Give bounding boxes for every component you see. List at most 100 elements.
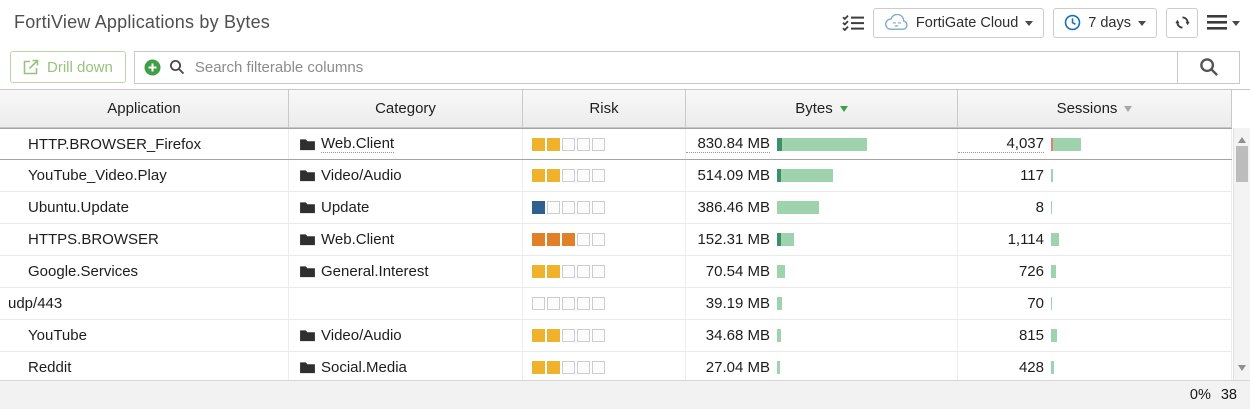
sessions-bar [1051,297,1052,310]
table-row[interactable]: Reddit Social.Media 27.04 MB 428 [0,352,1232,380]
category-label[interactable]: Social.Media [321,359,407,376]
risk-square [592,329,605,342]
sort-descending-icon [1124,105,1133,116]
risk-square [577,169,590,182]
bytes-cell: 34.68 MB [686,320,958,351]
bytes-bar-segment [782,137,867,151]
time-range-label: 7 days [1088,14,1131,31]
status-bar: 0% 38 [0,380,1250,409]
sessions-value: 70 [1027,295,1044,312]
category-label[interactable]: General.Interest [321,263,429,280]
bytes-bar-sent-segment [777,169,781,182]
risk-cell [523,160,686,191]
bytes-value: 70.54 MB [705,263,770,280]
risk-square [547,137,560,151]
scrollbar-thumb[interactable] [1236,146,1248,182]
bytes-bar [777,361,780,374]
refresh-button[interactable] [1166,7,1198,38]
search-input[interactable] [192,57,1168,77]
risk-square [562,297,575,310]
bytes-cell: 27.04 MB [686,352,958,380]
search-group [133,50,1240,84]
category-label[interactable]: Web.Client [321,231,395,248]
sessions-value: 117 [1020,167,1044,184]
sessions-bar [1051,201,1052,214]
search-box [133,50,1178,84]
bytes-value: 152.31 MB [697,231,770,248]
risk-square [592,265,605,278]
sessions-bar [1051,233,1059,246]
bytes-value: 27.04 MB [705,359,770,376]
bytes-bar-sent-segment [777,233,781,246]
category-label[interactable]: Update [321,199,370,216]
cloud-icon [884,14,909,31]
table-row[interactable]: udp/443 39.19 MB 70 [0,288,1232,320]
risk-square [577,297,590,310]
table-row[interactable]: Google.Services General.Interest 70.54 MB 7… [0,256,1232,288]
status-count: 38 [1220,387,1237,403]
bytes-bar [777,169,833,182]
category-label[interactable]: Video/Audio [321,167,402,184]
risk-square [532,233,545,246]
more-options-menu[interactable] [1207,15,1240,30]
folder-icon [300,329,315,342]
column-header-sessions[interactable]: Sessions [958,90,1232,127]
sessions-bar [1051,137,1081,151]
sessions-bar-segment [1051,169,1053,182]
risk-square [592,361,605,374]
device-dropdown-label: FortiGate Cloud [915,14,1019,31]
refresh-icon [1174,14,1191,31]
time-range-dropdown[interactable]: 7 days [1053,7,1157,38]
risk-square [547,265,560,278]
application-cell: Reddit [0,352,289,380]
search-submit-button[interactable] [1178,50,1240,84]
application-cell: HTTP.BROWSER_Firefox [0,129,289,159]
sessions-value: 428 [1018,359,1044,376]
filter-toolbar: Drill down [0,45,1250,90]
scroll-up-icon[interactable] [1238,133,1246,143]
sessions-cell: 4,037 [958,129,1232,159]
category-label[interactable]: Web.Client [321,135,395,153]
scroll-down-icon[interactable] [1238,365,1246,375]
bytes-value: 514.09 MB [697,167,770,184]
risk-square [577,137,590,151]
category-cell: Web.Client [289,224,523,255]
risk-cell [523,129,686,159]
status-percent: 0% [1189,387,1211,403]
category-cell: Video/Audio [289,320,523,351]
risk-cell [523,288,686,319]
category-label[interactable]: Video/Audio [321,327,402,344]
bytes-bar-segment [777,361,780,374]
bytes-cell: 514.09 MB [686,160,958,191]
column-header-application[interactable]: Application [0,90,289,127]
risk-square [532,169,545,182]
column-header-risk[interactable]: Risk [523,90,686,127]
risk-square [577,361,590,374]
risk-square [577,265,590,278]
folder-icon [300,361,315,374]
bytes-bar-sent-segment [777,137,782,151]
table-row[interactable]: YouTube_Video.Play Video/Audio 514.09 MB 11… [0,160,1232,192]
vertical-scrollbar[interactable] [1233,128,1250,380]
add-filter-icon[interactable] [144,59,161,76]
column-header-bytes[interactable]: Bytes [686,90,958,127]
application-cell: udp/443 [0,288,289,319]
column-settings-icon[interactable] [842,14,864,31]
table-row[interactable]: Ubuntu.Update Update 386.46 MB 8 [0,192,1232,224]
device-dropdown[interactable]: FortiGate Cloud [872,7,1045,38]
column-header-category[interactable]: Category [289,90,523,127]
table-row[interactable]: HTTP.BROWSER_Firefox Web.Client 830.84 MB 4… [0,128,1232,160]
risk-cell [523,256,686,287]
column-label: Risk [589,100,619,117]
bytes-bar [777,201,819,214]
table-row[interactable]: YouTube Video/Audio 34.68 MB 815 [0,320,1232,352]
drill-down-button[interactable]: Drill down [10,51,126,83]
table-body: HTTP.BROWSER_Firefox Web.Client 830.84 MB 4… [0,128,1232,380]
risk-square [592,297,605,310]
sessions-value: 815 [1018,327,1044,344]
risk-square [562,265,575,278]
table-row[interactable]: HTTPS.BROWSER Web.Client 152.31 MB 1,114 [0,224,1232,256]
bytes-value: 34.68 MB [705,327,770,344]
bytes-cell: 386.46 MB [686,192,958,223]
bytes-cell: 830.84 MB [686,129,958,159]
